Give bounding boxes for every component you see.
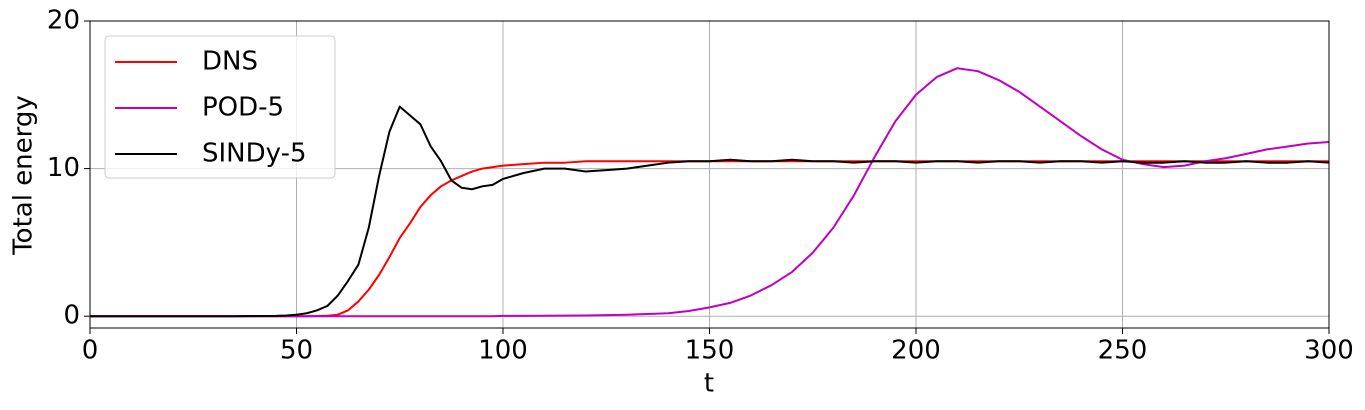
x-axis-label: t <box>704 369 714 399</box>
x-tick-label: 250 <box>1098 336 1148 366</box>
legend-label: DNS <box>202 47 258 77</box>
series-line <box>90 67 1330 318</box>
x-tick-label: 0 <box>82 336 99 366</box>
plot-frame <box>89 20 1330 329</box>
series-line <box>90 105 1330 318</box>
x-tick-label: 150 <box>685 336 735 366</box>
legend-box <box>104 35 336 179</box>
legend-label: POD-5 <box>202 93 284 123</box>
x-tick-label: 200 <box>891 336 941 366</box>
x-tick-label: 50 <box>280 336 313 366</box>
y-axis-label: Total energy <box>9 95 39 256</box>
y-tick-label: 0 <box>63 301 80 331</box>
legend-label: SINDy-5 <box>202 139 307 169</box>
y-tick-label: 20 <box>47 6 80 36</box>
x-tick-label: 100 <box>478 336 528 366</box>
x-tick-label: 300 <box>1304 336 1354 366</box>
y-tick-label: 10 <box>47 153 80 183</box>
